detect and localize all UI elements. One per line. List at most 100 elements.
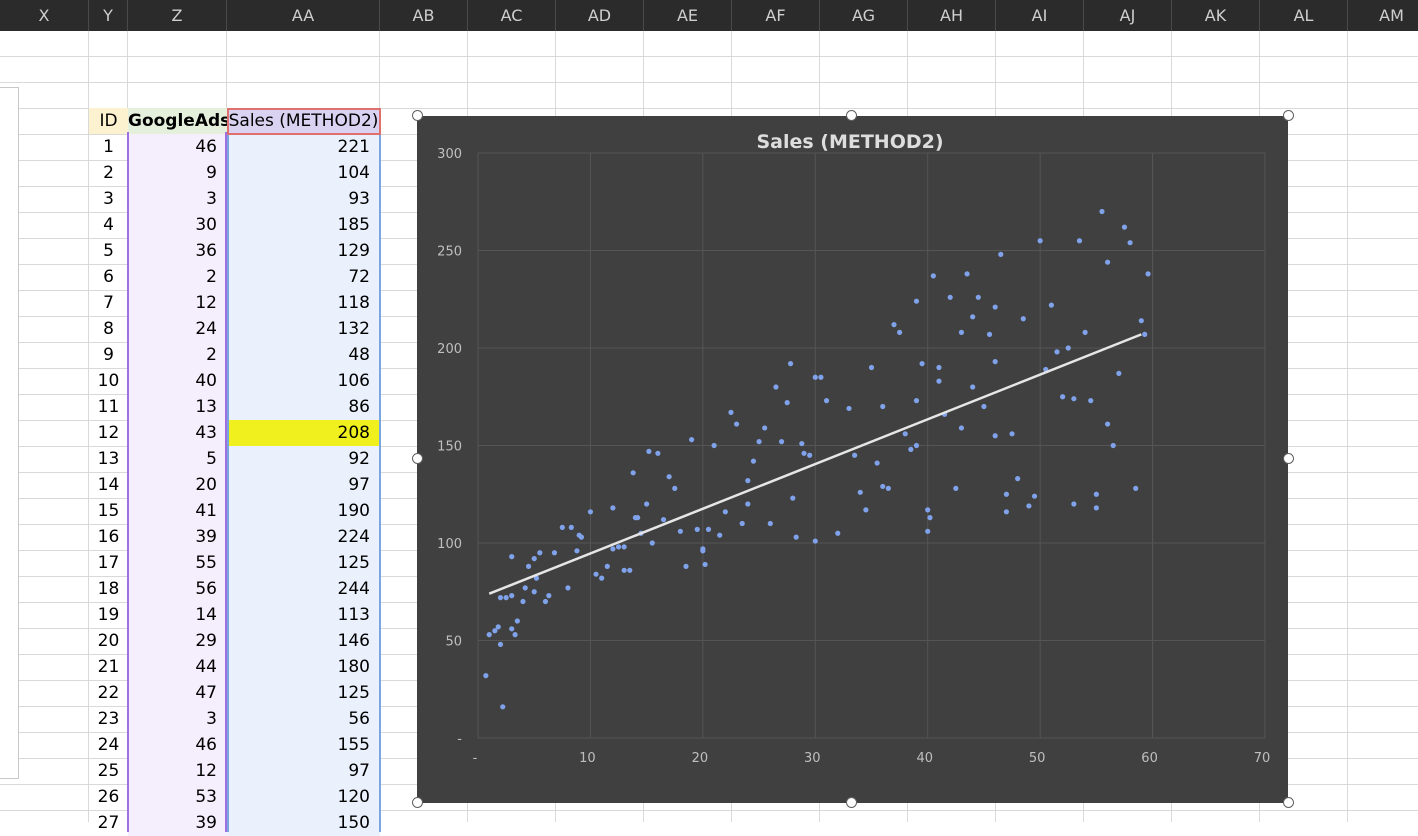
sales-cell[interactable]: 72 — [227, 264, 380, 290]
resize-handle-bottom-right[interactable] — [1283, 797, 1294, 808]
sales-cell[interactable]: 97 — [227, 472, 380, 498]
sales-cell[interactable]: 125 — [227, 550, 380, 576]
resize-handle-left[interactable] — [412, 453, 423, 464]
row-id-cell[interactable]: 24 — [97, 735, 120, 755]
resize-handle-right[interactable] — [1283, 453, 1294, 464]
header-id[interactable]: ID — [89, 108, 128, 134]
row-id-cell[interactable]: 5 — [103, 241, 114, 261]
column-header[interactable]: AD — [556, 0, 644, 31]
sales-cell[interactable]: 118 — [227, 290, 380, 316]
row-id-cell[interactable]: 22 — [97, 683, 120, 703]
row-id-cell[interactable]: 2 — [103, 163, 114, 183]
sales-cell[interactable]: 106 — [227, 368, 380, 394]
row-id-cell[interactable]: 11 — [97, 397, 120, 417]
column-header[interactable]: AM — [1348, 0, 1418, 31]
column-header[interactable]: AG — [820, 0, 908, 31]
resize-handle-bottom-left[interactable] — [412, 797, 423, 808]
googleads-cell[interactable]: 14 — [128, 602, 227, 628]
sales-cell[interactable]: 56 — [227, 706, 380, 732]
googleads-cell[interactable]: 44 — [128, 654, 227, 680]
row-id-cell[interactable]: 16 — [97, 527, 120, 547]
googleads-cell[interactable]: 53 — [128, 784, 227, 810]
row-id-cell[interactable]: 12 — [97, 423, 120, 443]
resize-handle-top[interactable] — [846, 110, 857, 121]
googleads-cell[interactable]: 46 — [128, 134, 227, 160]
sales-cell[interactable]: 129 — [227, 238, 380, 264]
sales-cell[interactable]: 113 — [227, 602, 380, 628]
row-id-cell[interactable]: 27 — [97, 813, 120, 833]
googleads-cell[interactable]: 40 — [128, 368, 227, 394]
sales-cell[interactable]: 180 — [227, 654, 380, 680]
row-id-cell[interactable]: 23 — [97, 709, 120, 729]
column-header[interactable]: AH — [908, 0, 996, 31]
row-id-cell[interactable]: 10 — [97, 371, 120, 391]
googleads-cell[interactable]: 2 — [128, 264, 227, 290]
googleads-cell[interactable]: 36 — [128, 238, 227, 264]
googleads-cell[interactable]: 5 — [128, 446, 227, 472]
googleads-cell[interactable]: 12 — [128, 758, 227, 784]
sales-cell[interactable]: 92 — [227, 446, 380, 472]
row-id-cell[interactable]: 9 — [103, 345, 114, 365]
column-header[interactable]: AL — [1260, 0, 1348, 31]
googleads-cell[interactable]: 43 — [128, 420, 227, 446]
row-id-cell[interactable]: 20 — [97, 631, 120, 651]
googleads-cell[interactable]: 55 — [128, 550, 227, 576]
googleads-cell[interactable]: 30 — [128, 212, 227, 238]
sales-cell[interactable]: 93 — [227, 186, 380, 212]
row-id-cell[interactable]: 17 — [97, 553, 120, 573]
row-id-cell[interactable]: 3 — [103, 189, 114, 209]
row-id-cell[interactable]: 15 — [97, 501, 120, 521]
sales-cell[interactable]: 185 — [227, 212, 380, 238]
googleads-cell[interactable]: 9 — [128, 160, 227, 186]
googleads-cell[interactable]: 3 — [128, 706, 227, 732]
sales-cell[interactable]: 97 — [227, 758, 380, 784]
resize-handle-top-right[interactable] — [1283, 110, 1294, 121]
row-id-cell[interactable]: 26 — [97, 787, 120, 807]
sales-cell[interactable]: 208 — [227, 420, 380, 446]
googleads-cell[interactable]: 12 — [128, 290, 227, 316]
sales-cell[interactable]: 132 — [227, 316, 380, 342]
row-id-cell[interactable]: 6 — [103, 267, 114, 287]
scatter-chart[interactable]: - 50 100 150 200 250 300 - 10 20 30 40 50 60 70 Sales (… — [417, 116, 1288, 803]
sales-cell[interactable]: 86 — [227, 394, 380, 420]
row-id-cell[interactable]: 18 — [97, 579, 120, 599]
sales-cell[interactable]: 125 — [227, 680, 380, 706]
googleads-cell[interactable]: 20 — [128, 472, 227, 498]
column-header[interactable]: Y — [89, 0, 128, 31]
googleads-cell[interactable]: 39 — [128, 524, 227, 550]
sales-cell[interactable]: 120 — [227, 784, 380, 810]
header-googleads[interactable]: GoogleAds — [128, 108, 227, 134]
row-id-cell[interactable]: 13 — [97, 449, 120, 469]
sales-cell[interactable]: 224 — [227, 524, 380, 550]
googleads-cell[interactable]: 39 — [128, 810, 227, 836]
row-id-cell[interactable]: 1 — [103, 137, 114, 157]
sales-cell[interactable]: 146 — [227, 628, 380, 654]
sales-cell[interactable]: 104 — [227, 160, 380, 186]
sales-cell[interactable]: 190 — [227, 498, 380, 524]
row-id-cell[interactable]: 4 — [103, 215, 114, 235]
header-sales[interactable]: Sales (METHOD2) — [227, 108, 380, 134]
row-id-cell[interactable]: 8 — [103, 319, 114, 339]
row-id-cell[interactable]: 14 — [97, 475, 120, 495]
column-header[interactable]: X — [0, 0, 89, 31]
sales-cell[interactable]: 221 — [227, 134, 380, 160]
googleads-cell[interactable]: 3 — [128, 186, 227, 212]
row-id-cell[interactable]: 7 — [103, 293, 114, 313]
sales-cell[interactable]: 155 — [227, 732, 380, 758]
googleads-cell[interactable]: 46 — [128, 732, 227, 758]
sales-cell[interactable]: 150 — [227, 810, 380, 836]
column-header[interactable]: AI — [996, 0, 1084, 31]
googleads-cell[interactable]: 2 — [128, 342, 227, 368]
column-header[interactable]: AB — [380, 0, 468, 31]
resize-handle-top-left[interactable] — [412, 110, 423, 121]
googleads-cell[interactable]: 13 — [128, 394, 227, 420]
sales-cell[interactable]: 48 — [227, 342, 380, 368]
googleads-cell[interactable]: 56 — [128, 576, 227, 602]
googleads-cell[interactable]: 29 — [128, 628, 227, 654]
column-header[interactable]: AA — [227, 0, 380, 31]
column-header[interactable]: Z — [128, 0, 227, 31]
googleads-cell[interactable]: 41 — [128, 498, 227, 524]
googleads-cell[interactable]: 24 — [128, 316, 227, 342]
sales-cell[interactable]: 244 — [227, 576, 380, 602]
column-header[interactable]: AC — [468, 0, 556, 31]
